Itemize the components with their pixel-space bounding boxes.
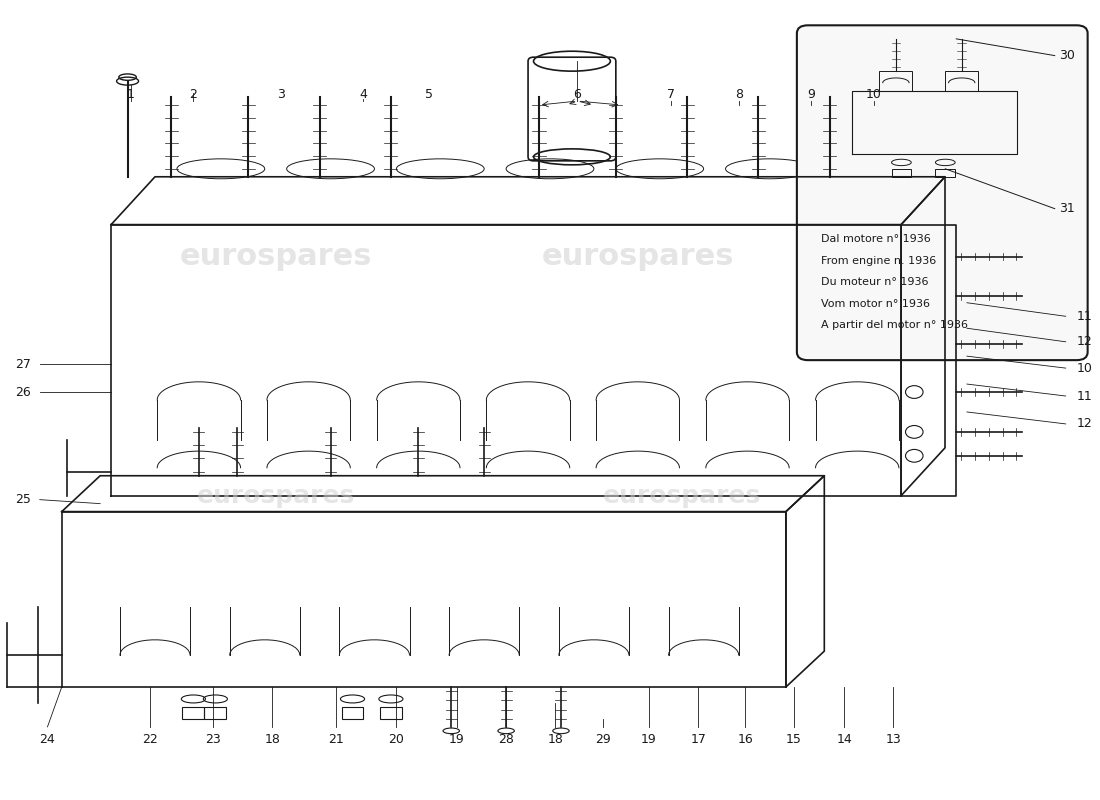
Text: 11: 11 — [1077, 390, 1092, 402]
Text: 13: 13 — [886, 734, 901, 746]
Text: A partir del motor n° 1936: A partir del motor n° 1936 — [821, 320, 968, 330]
Text: 1: 1 — [126, 88, 135, 101]
Text: 11: 11 — [1077, 310, 1092, 322]
Text: Vom motor n° 1936: Vom motor n° 1936 — [821, 298, 930, 309]
Text: 21: 21 — [328, 734, 344, 746]
Text: 25: 25 — [15, 493, 31, 506]
Text: 15: 15 — [785, 734, 802, 746]
Text: 31: 31 — [1059, 202, 1075, 215]
Text: Dal motore n° 1936: Dal motore n° 1936 — [821, 234, 931, 244]
Bar — [205, 707, 227, 719]
Text: 26: 26 — [15, 386, 31, 398]
FancyBboxPatch shape — [796, 26, 1088, 360]
Text: 4: 4 — [360, 88, 367, 101]
Text: 29: 29 — [595, 734, 610, 746]
Text: 6: 6 — [573, 88, 582, 101]
Text: 28: 28 — [498, 734, 514, 746]
Bar — [935, 169, 955, 177]
Text: 17: 17 — [690, 734, 706, 746]
Text: 10: 10 — [866, 88, 881, 101]
Text: 20: 20 — [388, 734, 405, 746]
Text: 8: 8 — [735, 88, 743, 101]
Bar — [341, 707, 363, 719]
Text: 30: 30 — [1059, 49, 1075, 62]
Text: 2: 2 — [189, 88, 197, 101]
Text: 27: 27 — [15, 358, 31, 370]
Bar — [183, 707, 205, 719]
Text: 12: 12 — [1077, 418, 1092, 430]
Text: eurospares: eurospares — [603, 484, 761, 508]
Text: 22: 22 — [142, 734, 157, 746]
Text: eurospares: eurospares — [179, 242, 372, 271]
Bar — [945, 70, 978, 90]
Text: 23: 23 — [206, 734, 221, 746]
Text: 18: 18 — [264, 734, 280, 746]
Text: 7: 7 — [667, 88, 674, 101]
Text: 5: 5 — [426, 88, 433, 101]
Text: 9: 9 — [807, 88, 815, 101]
Text: 10: 10 — [1077, 362, 1092, 374]
Text: 14: 14 — [836, 734, 851, 746]
Text: 19: 19 — [641, 734, 657, 746]
Text: 3: 3 — [277, 88, 285, 101]
Text: From engine n. 1936: From engine n. 1936 — [821, 256, 936, 266]
Text: 12: 12 — [1077, 335, 1092, 348]
Bar — [879, 70, 912, 90]
Text: eurospares: eurospares — [541, 242, 734, 271]
Text: 19: 19 — [449, 734, 464, 746]
Text: eurospares: eurospares — [197, 484, 355, 508]
Text: 16: 16 — [737, 734, 754, 746]
Bar — [891, 169, 911, 177]
Text: 18: 18 — [548, 734, 563, 746]
Bar — [379, 707, 401, 719]
Text: 24: 24 — [40, 734, 55, 746]
Text: Du moteur n° 1936: Du moteur n° 1936 — [821, 278, 928, 287]
